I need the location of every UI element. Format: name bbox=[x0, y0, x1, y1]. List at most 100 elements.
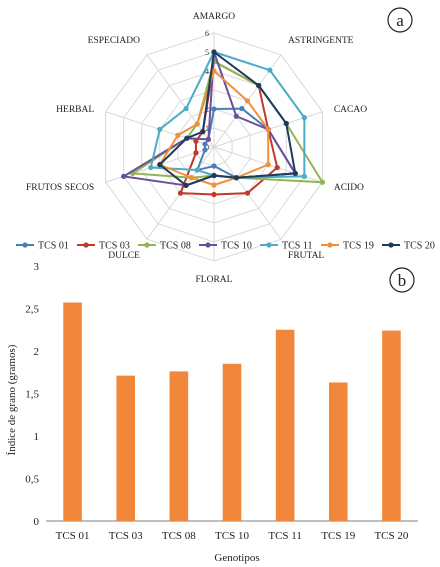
bar-y-tick-label: 1,5 bbox=[25, 389, 39, 401]
radar-point bbox=[200, 129, 206, 135]
radar-point bbox=[211, 182, 217, 188]
radar-point bbox=[157, 162, 163, 168]
radar-axis-label: FRUTAL bbox=[288, 251, 324, 261]
legend-swatch-marker bbox=[266, 242, 272, 248]
radar-point bbox=[211, 68, 217, 74]
bar-category-label: TCS 08 bbox=[162, 530, 196, 542]
bar-category-label: TCS 03 bbox=[109, 530, 143, 542]
radar-point bbox=[283, 120, 289, 127]
panel-b-label: b bbox=[398, 271, 407, 290]
bar bbox=[382, 330, 401, 521]
radar-tick-label: 1 bbox=[205, 124, 209, 133]
radar-point bbox=[194, 167, 200, 173]
bar-category-label: TCS 20 bbox=[374, 530, 408, 542]
bar-y-tick-label: 0 bbox=[34, 516, 40, 528]
bar-y-tick-label: 2 bbox=[34, 346, 40, 358]
legend-swatch-marker bbox=[327, 242, 333, 248]
radar-point bbox=[233, 113, 239, 119]
radar-point bbox=[211, 191, 217, 198]
radar-tick-label: 6 bbox=[205, 29, 209, 38]
radar-point bbox=[211, 172, 217, 179]
radar-point bbox=[244, 98, 251, 104]
radar-point bbox=[239, 105, 245, 112]
radar-point bbox=[211, 106, 217, 112]
radar-point bbox=[183, 105, 189, 112]
bar bbox=[222, 363, 242, 521]
radar-point bbox=[265, 162, 271, 168]
bar-x-axis-label: Genotipos bbox=[214, 552, 259, 564]
bar-category-label: TCS 11 bbox=[268, 530, 302, 542]
bar-bars-group bbox=[63, 302, 401, 521]
legend-entry-label: TCS 11 bbox=[282, 241, 312, 252]
bar bbox=[63, 302, 82, 521]
radar-point bbox=[211, 49, 217, 55]
radar-axis-label: ESPECIADO bbox=[88, 36, 140, 46]
radar-point bbox=[211, 163, 217, 169]
radar-point bbox=[193, 138, 199, 144]
radar-point bbox=[202, 147, 208, 153]
bar bbox=[169, 371, 189, 521]
bar-y-axis-label: Índice de grano (gramos) bbox=[6, 344, 18, 455]
bar-category-label: TCS 10 bbox=[215, 530, 249, 542]
bar-category-label: TCS 01 bbox=[56, 530, 90, 542]
radar-series-group bbox=[121, 49, 326, 198]
radar-point bbox=[301, 173, 307, 179]
panel-b-badge: b bbox=[389, 267, 415, 293]
panel-a-label: a bbox=[396, 11, 404, 30]
legend-swatch-marker bbox=[388, 242, 394, 248]
radar-point bbox=[193, 150, 199, 156]
radar-point bbox=[319, 179, 326, 185]
bar-y-tick-label: 0,5 bbox=[25, 474, 39, 486]
radar-point bbox=[256, 82, 262, 89]
radar-axis-label: CACAO bbox=[334, 105, 367, 115]
radar-point bbox=[157, 126, 163, 132]
radar-axis-label: ASTRINGENTE bbox=[288, 36, 354, 46]
bar-category-label: TCS 19 bbox=[321, 530, 355, 542]
bar-chart: 00,511,522,53 TCS 01 TCS 03 TCS 08 TCS 10 TC… bbox=[6, 261, 418, 564]
legend-swatch-marker bbox=[83, 242, 89, 248]
radar-point bbox=[194, 121, 200, 127]
legend: TCS 01 TCS 03 TCS 08 TCS 10 TCS 11 TCS 19 TCS … bbox=[16, 241, 435, 252]
radar-tick-label: 5 bbox=[205, 48, 209, 57]
radar-point bbox=[301, 115, 307, 121]
panel-a-badge: a bbox=[387, 7, 413, 33]
radar-point bbox=[274, 164, 280, 171]
radar-point bbox=[183, 182, 189, 189]
radar-point bbox=[244, 190, 251, 196]
radar-point bbox=[202, 141, 208, 147]
legend-entry-label: TCS 20 bbox=[404, 241, 435, 252]
radar-axis-label: HERBAL bbox=[56, 105, 94, 115]
radar-point bbox=[148, 164, 154, 171]
radar-axis-label: DULCE bbox=[108, 251, 140, 261]
radar-point bbox=[292, 170, 298, 177]
radar-tick-label: 0 bbox=[205, 143, 209, 152]
panel-b-circle bbox=[389, 267, 415, 293]
legend-entry-label: TCS 03 bbox=[99, 241, 130, 252]
bar bbox=[328, 382, 348, 521]
legend-entry-label: TCS 01 bbox=[38, 241, 69, 252]
legend-entry-label: TCS 19 bbox=[343, 241, 374, 252]
bar-y-tick-label: 1 bbox=[34, 431, 40, 443]
bar-y-tick-labels: 0 0,5 1 1,5 2 2,5 3 bbox=[25, 261, 39, 528]
radar-axis-label: AMARGO bbox=[193, 12, 235, 22]
bar-x-tick-labels: TCS 01 TCS 03 TCS 08 TCS 10 TCS 11 TCS 19 TCS … bbox=[56, 530, 409, 542]
radar-point bbox=[121, 173, 127, 179]
bar bbox=[275, 329, 295, 521]
radar-point bbox=[205, 136, 212, 142]
radar-tick-label: 4 bbox=[205, 67, 209, 76]
radar-axis-label: FRUTOS SECOS bbox=[26, 183, 94, 193]
legend-swatch-marker bbox=[22, 242, 28, 248]
legend-entry-label: TCS 10 bbox=[221, 241, 252, 252]
bar bbox=[116, 375, 136, 521]
radar-point bbox=[184, 135, 190, 141]
legend-swatch-marker bbox=[205, 242, 211, 248]
bar-y-tick-label: 2,5 bbox=[25, 304, 39, 316]
radar-point bbox=[177, 190, 184, 196]
bar-y-tick-label: 3 bbox=[34, 261, 40, 273]
radar-axis-label: FLORAL bbox=[196, 275, 233, 285]
radar-point bbox=[265, 126, 271, 132]
radar-point bbox=[189, 175, 195, 181]
radar-axis-labels: AMARGO ASTRINGENTE CACAO ACIDO FRUTAL FLORAL D… bbox=[26, 12, 367, 285]
